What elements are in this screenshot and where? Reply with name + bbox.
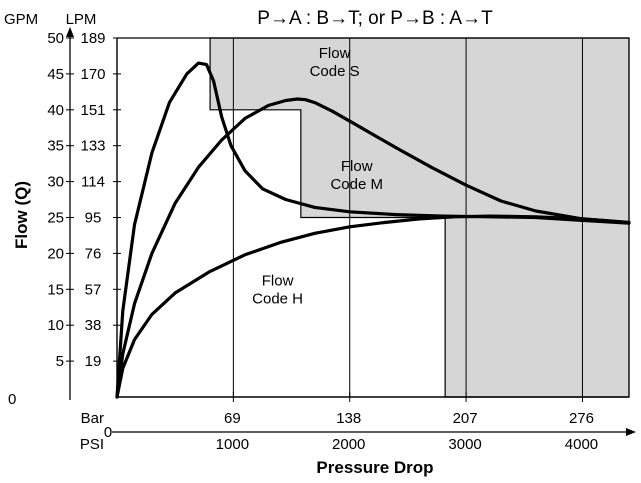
y-tick-lpm: 151 (80, 102, 105, 119)
y-tick-lpm: 76 (85, 245, 102, 262)
y-axis-title: Flow (Q) (12, 181, 31, 249)
flow-curves (115, 61, 631, 399)
y-tick-gpm: 10 (47, 317, 64, 334)
y-tick-gpm: 30 (47, 174, 64, 191)
region-label-line: Flow (319, 45, 351, 62)
x-unit-psi-label: PSI (80, 436, 104, 453)
y-tick-gpm: 50 (47, 30, 64, 47)
y-tick-gpm: 40 (47, 102, 64, 119)
axes (66, 27, 636, 436)
flow-curve-2 (115, 97, 631, 399)
y-unit-gpm-label: GPM (4, 11, 38, 28)
x-unit-bar-label: Bar (81, 410, 104, 427)
x-tick-psi: 4000 (565, 436, 598, 453)
y-tick-lpm: 57 (85, 281, 102, 298)
y-tick-lpm: 189 (80, 30, 105, 47)
x-axis-title: Pressure Drop (316, 458, 433, 477)
y-tick-gpm: 25 (47, 210, 64, 227)
y-tick-gpm: 15 (47, 281, 64, 298)
region-label-line: Flow (341, 158, 373, 175)
x-tick-psi: 1000 (216, 436, 249, 453)
x-tick-bar: 69 (224, 410, 241, 427)
region-label-line: Flow (262, 273, 294, 290)
x-tick-bar: 138 (336, 410, 361, 427)
y-tick-gpm: 20 (47, 245, 64, 262)
y-origin-label: 0 (8, 391, 16, 408)
region-label-line: Code S (310, 63, 360, 80)
y-tick-gpm: 45 (47, 66, 64, 83)
x-axis-arrowhead (626, 428, 636, 436)
y-tick-gpm: 5 (56, 353, 64, 370)
y-tick-gpm: 35 (47, 138, 64, 155)
y-tick-lpm: 133 (80, 138, 105, 155)
tick-labels: 5 19 10 38 15 57 20 76 25 95 30 114 35 133 40 151 45 170 5… (47, 30, 598, 453)
flow-curve-3 (115, 214, 631, 399)
chart-title: P→A : B→T; or P→B : A→T (257, 8, 493, 29)
y-tick-lpm: 170 (80, 66, 105, 83)
x-tick-psi: 2000 (332, 436, 365, 453)
x-tick-bar: 276 (569, 410, 594, 427)
y-tick-lpm: 114 (81, 174, 105, 191)
x-tick-bar: 207 (453, 410, 478, 427)
x-tick-psi: 3000 (448, 436, 481, 453)
region-label-line: Code H (252, 291, 303, 308)
x-origin-label: 0 (104, 424, 112, 441)
y-axis-arrowhead (66, 27, 74, 37)
region-label-line: Code M (330, 176, 383, 193)
y-unit-lpm-label: LPM (66, 11, 97, 28)
y-tick-lpm: 19 (85, 353, 102, 370)
y-tick-lpm: 38 (85, 317, 102, 334)
y-tick-lpm: 95 (85, 210, 102, 227)
